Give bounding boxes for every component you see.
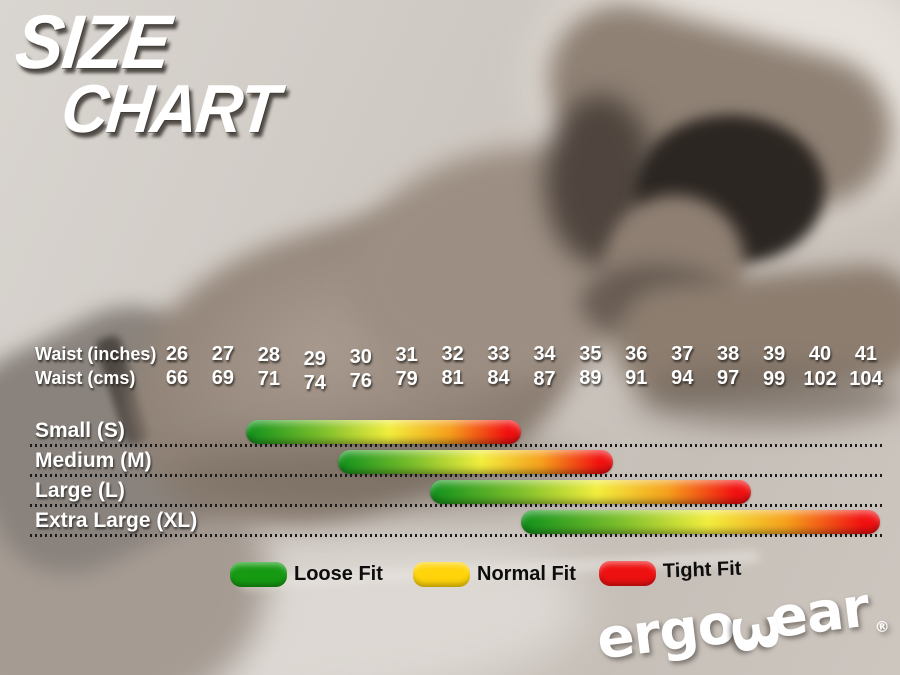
waist-inches-value: 26 xyxy=(165,343,189,365)
waist-inches-value: 41 xyxy=(854,343,878,365)
size-range-bar xyxy=(429,480,752,504)
loose-fit-swatch xyxy=(230,562,287,587)
size-label: Large (L) xyxy=(35,479,125,502)
waist-cms-value: 99 xyxy=(762,368,786,390)
brand-logo-w-glyph: 3 xyxy=(716,609,791,659)
waist-cms-label: Waist (cms) xyxy=(35,368,136,388)
normal-fit-label: Normal Fit xyxy=(477,563,576,585)
size-range-bar xyxy=(245,420,522,444)
waist-cms-value: 87 xyxy=(533,368,556,390)
size-range-bar xyxy=(337,450,614,474)
waist-inches-value: 30 xyxy=(349,346,372,368)
waist-inches-value: 29 xyxy=(303,348,326,370)
waist-cms-value: 74 xyxy=(303,372,326,394)
waist-inches-value: 34 xyxy=(533,343,556,365)
waist-cms-value: 76 xyxy=(349,370,372,392)
registered-trademark-icon: ® xyxy=(873,617,890,637)
waist-cms-value: 66 xyxy=(165,367,189,389)
bg-forearm-shadow xyxy=(635,370,900,425)
waist-cms-value: 84 xyxy=(487,367,510,389)
title-line1: SIZE xyxy=(11,0,174,85)
waist-cms-value: 79 xyxy=(395,368,418,390)
waist-inches-value: 31 xyxy=(395,344,418,366)
waist-inches-value: 27 xyxy=(211,343,235,365)
waist-cms-value: 102 xyxy=(803,368,837,390)
waist-cms-value: 81 xyxy=(441,367,464,389)
waist-inches-value: 35 xyxy=(579,343,602,365)
waist-inches-value: 38 xyxy=(717,343,740,365)
brand-logo-pre: ergo xyxy=(593,591,738,672)
size-label: Small (S) xyxy=(35,419,125,442)
waist-cms-value: 97 xyxy=(717,367,740,389)
waist-cms-value: 91 xyxy=(625,367,648,389)
normal-fit-swatch xyxy=(413,562,470,587)
waist-inches-value: 36 xyxy=(625,343,648,365)
title-line2: CHART xyxy=(58,71,282,147)
waist-inches-row: 26 27 28 29 30 31 32 33 34 35 36 37 38 39 40 41 xyxy=(0,343,900,370)
waist-inches-value: 32 xyxy=(441,343,464,365)
waist-inches-label: Waist (inches) xyxy=(35,344,157,364)
size-label: Extra Large (XL) xyxy=(35,509,198,532)
waist-cms-value: 94 xyxy=(671,367,694,389)
waist-cms-value: 104 xyxy=(849,368,883,390)
waist-cms-row: 66 69 71 74 76 79 81 84 87 89 91 94 97 99 102 104 xyxy=(0,367,900,394)
waist-cms-value: 89 xyxy=(579,367,602,389)
waist-inches-value: 28 xyxy=(257,344,280,366)
waist-inches-value: 40 xyxy=(808,343,832,365)
page-title: SIZE CHART xyxy=(12,0,289,147)
waist-inches-value: 39 xyxy=(762,343,786,365)
waist-inches-value: 33 xyxy=(487,343,510,365)
tight-fit-swatch xyxy=(599,561,656,586)
waist-inches-value: 37 xyxy=(671,343,694,365)
size-range-bar xyxy=(521,510,880,534)
tight-fit-label: Tight Fit xyxy=(662,557,742,583)
loose-fit-label: Loose Fit xyxy=(294,563,383,585)
size-label: Medium (M) xyxy=(35,449,152,472)
waist-cms-value: 71 xyxy=(257,368,280,390)
waist-cms-value: 69 xyxy=(211,367,235,389)
